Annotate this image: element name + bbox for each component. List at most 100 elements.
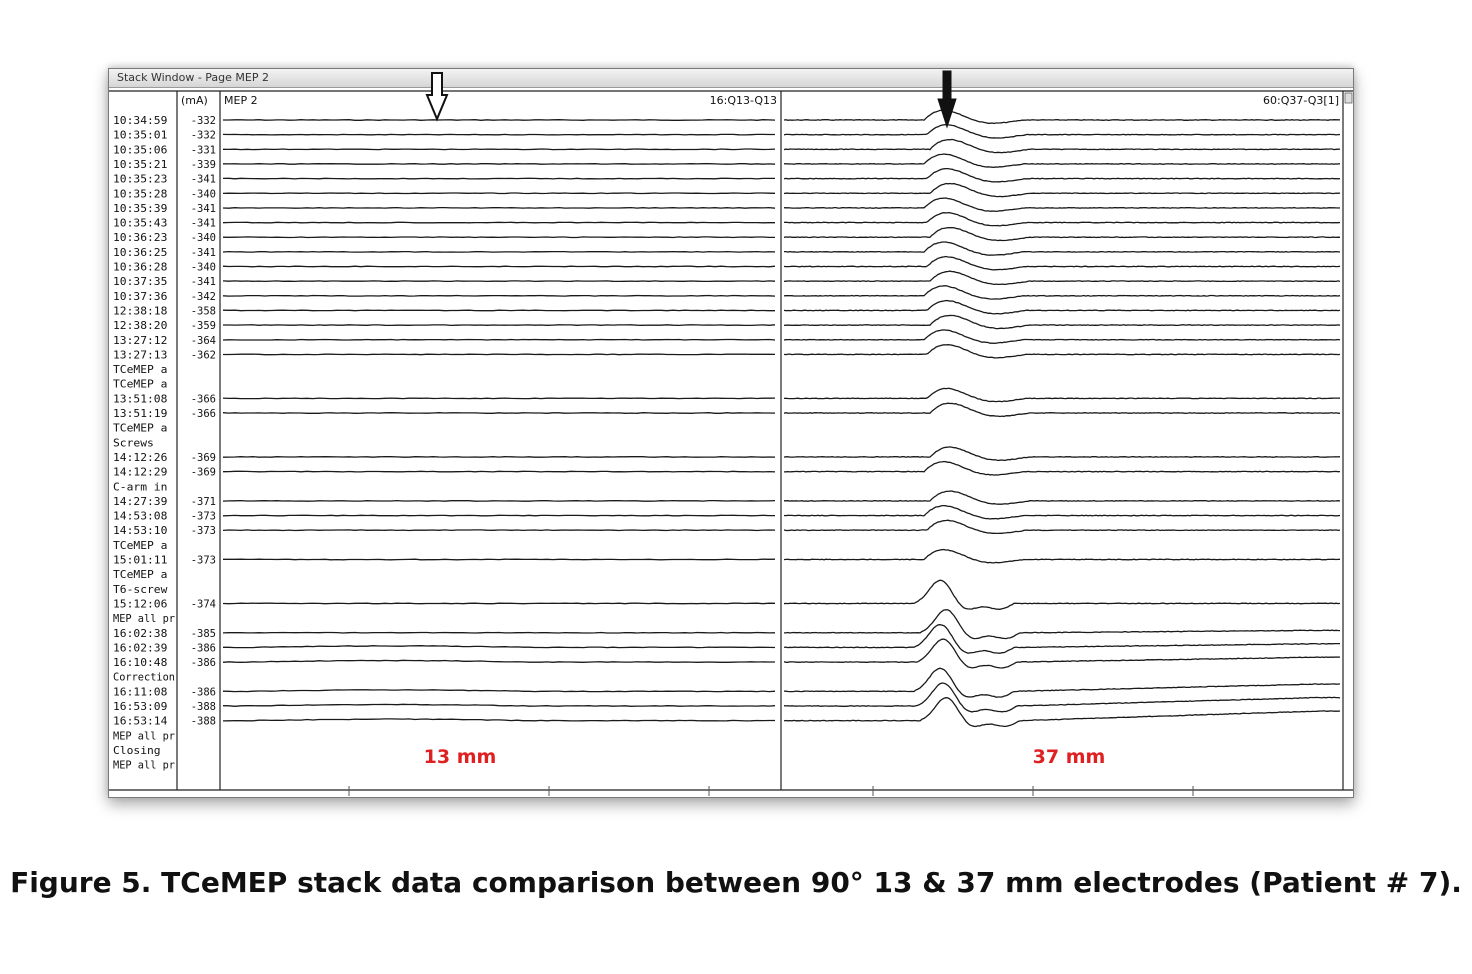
left-trace (222, 602, 776, 605)
row-ma-value: -339 (191, 159, 216, 171)
row-ma-value: -369 (191, 467, 216, 479)
left-trace (222, 529, 776, 532)
row-ma-value: -362 (191, 349, 216, 361)
row-time-label: TCeMEP a (113, 379, 167, 391)
left-trace (222, 221, 775, 224)
row-time-label: 15:12:06 (113, 598, 167, 610)
left-trace (222, 280, 776, 283)
row-ma-value: -388 (191, 701, 216, 713)
right-trace (783, 402, 1341, 418)
row-time-label: 12:38:20 (113, 320, 167, 332)
right-trace (783, 624, 1340, 654)
left-trace (222, 499, 776, 502)
right-trace (783, 211, 1341, 227)
right-trace (783, 638, 1341, 669)
left-trace (223, 119, 776, 121)
row-time-label: 10:34:59 (113, 115, 167, 127)
row-ma-value: -340 (191, 232, 216, 244)
row-time-label: 10:35:28 (113, 188, 167, 200)
row-time-label: TCeMEP a (113, 540, 167, 552)
row-time-label: Closing (113, 745, 161, 757)
row-time-label: Screws (113, 437, 154, 449)
left-trace (222, 236, 775, 239)
right-trace (783, 329, 1341, 344)
row-time-label: 16:53:14 (113, 716, 167, 728)
mep-stack-chart: (mA) MEP 2 16:Q13-Q13 60:Q37-Q3[1] 10:34:59 -… (109, 70, 1353, 796)
left-trace (222, 412, 776, 414)
left-channel-annotation: 13 mm (424, 746, 497, 768)
right-trace (783, 314, 1341, 330)
row-ma-value: -373 (191, 511, 216, 523)
row-ma-value: -358 (191, 305, 216, 317)
right-trace (783, 682, 1341, 713)
left-trace (222, 309, 775, 312)
row-time-label: TCeMEP a (113, 423, 167, 435)
row-time-label: 10:35:21 (113, 159, 167, 171)
row-ma-value: -373 (191, 525, 216, 537)
hollow-arrow-marker (425, 72, 449, 122)
row-time-label: 15:01:11 (113, 555, 167, 567)
left-trace (222, 163, 776, 165)
row-ma-value: -366 (191, 408, 216, 420)
row-time-label: 14:12:26 (113, 452, 167, 464)
row-ma-value: -331 (191, 144, 216, 156)
left-trace (222, 689, 776, 693)
row-ma-value: -385 (191, 628, 216, 640)
row-time-label: 16:10:48 (113, 657, 167, 669)
row-ma-value: -386 (191, 657, 216, 669)
left-trace (222, 703, 776, 707)
left-trace (222, 133, 775, 136)
right-trace (783, 387, 1341, 403)
left-trace (222, 397, 776, 400)
right-trace (783, 109, 1341, 125)
right-trace (783, 138, 1341, 154)
left-trace (222, 177, 775, 180)
left-trace (223, 558, 776, 561)
left-trace (222, 470, 776, 473)
right-trace (783, 167, 1341, 183)
left-channel-label: 16:Q13-Q13 (710, 94, 777, 107)
row-time-label: 10:35:39 (113, 203, 167, 215)
row-time-label: C-arm in (113, 481, 167, 493)
row-time-label: 13:51:08 (113, 393, 167, 405)
window-title: Stack Window - Page MEP 2 (117, 71, 269, 84)
row-time-label: 10:36:23 (113, 232, 167, 244)
row-ma-value: -386 (191, 686, 216, 698)
row-ma-value: -359 (191, 320, 216, 332)
right-trace (783, 285, 1341, 300)
right-trace (784, 609, 1341, 640)
row-ma-value: -341 (191, 247, 216, 259)
left-trace (222, 148, 776, 151)
right-trace (783, 299, 1341, 315)
figure-caption: Figure 5. TCeMEP stack data comparison b… (10, 866, 1462, 899)
row-time-label: MEP all pr (113, 613, 175, 625)
right-trace (783, 153, 1341, 168)
left-trace (222, 659, 775, 663)
row-time-label: Correction (113, 672, 175, 684)
left-trace (223, 324, 776, 327)
right-trace (783, 226, 1341, 242)
row-ma-value: -341 (191, 174, 216, 186)
window-titlebar[interactable]: Stack Window - Page MEP 2 (109, 69, 1353, 88)
row-ma-value: -388 (191, 716, 216, 728)
right-trace (783, 460, 1341, 476)
row-time-label: MEP all pr (113, 730, 175, 742)
row-ma-value: -341 (191, 203, 216, 215)
unit-header: (mA) (181, 94, 208, 107)
row-time-label: 12:38:18 (113, 305, 167, 317)
left-trace (222, 514, 775, 517)
right-trace (784, 241, 1341, 256)
row-time-label: 13:27:13 (113, 349, 167, 361)
row-ma-value: -332 (191, 115, 216, 127)
left-trace (222, 718, 775, 722)
row-time-label: MEP all pr (113, 760, 175, 772)
row-time-label: 10:35:23 (113, 174, 167, 186)
row-time-label: 14:53:10 (113, 525, 167, 537)
row-ma-value: -373 (191, 555, 216, 567)
row-time-label: 10:36:25 (113, 247, 167, 259)
row-ma-value: -332 (191, 130, 216, 142)
stack-window: Stack Window - Page MEP 2 (mA) MEP 2 16:Q1… (108, 68, 1354, 798)
right-trace (783, 548, 1341, 564)
row-ma-value: -342 (191, 291, 216, 303)
left-trace (223, 645, 776, 649)
